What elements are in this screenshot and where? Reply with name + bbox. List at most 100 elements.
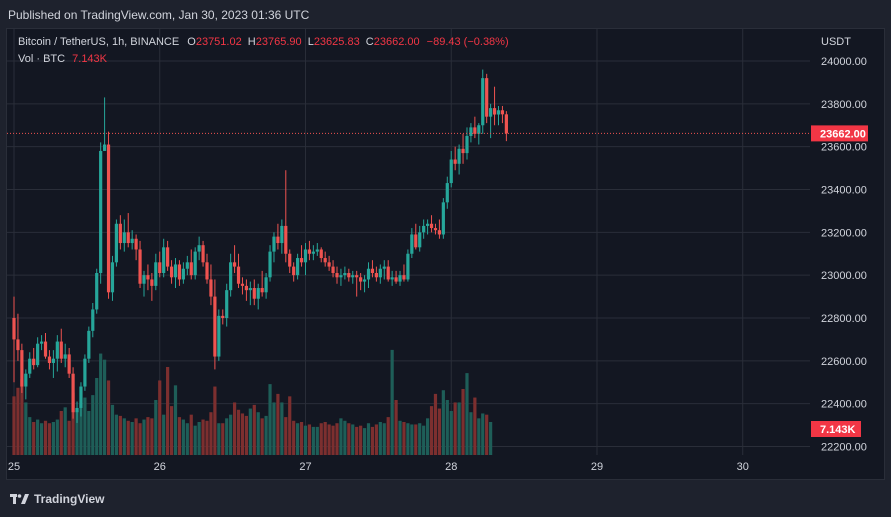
volume-bar [256, 412, 260, 455]
volume-bar [402, 422, 406, 455]
candle-body [142, 275, 146, 284]
volume-bar [87, 411, 91, 455]
candle-body [102, 144, 107, 151]
candle-body [504, 114, 508, 134]
candle-body [489, 108, 493, 117]
candle-body [197, 245, 201, 252]
volume-bar [366, 423, 371, 455]
footer-brand-text: TradingView [34, 492, 105, 506]
volume-bar [406, 423, 410, 455]
volume-bar [244, 415, 249, 455]
candle-body [173, 264, 178, 278]
candle-body [59, 341, 63, 359]
candle-body [303, 249, 308, 263]
y-tick-label: 22600.00 [821, 356, 867, 368]
footer-brand[interactable]: TradingView [10, 491, 104, 507]
volume-bar [335, 423, 339, 455]
volume-bar [473, 397, 477, 455]
volume-bar [355, 426, 359, 455]
candle-body [465, 135, 469, 154]
volume-bar [465, 373, 469, 455]
candle-body [433, 228, 438, 231]
volume-bar [67, 420, 71, 455]
y-tick-label: 23600.00 [821, 142, 867, 154]
candle-body [406, 253, 410, 280]
candle-body [16, 339, 20, 351]
candle-body [217, 315, 221, 357]
volume-bar [20, 379, 24, 455]
candle-body [366, 268, 371, 280]
candle-body [95, 273, 99, 310]
volume-bar [461, 389, 465, 455]
volume-bar [477, 418, 481, 455]
candle-body [496, 110, 501, 115]
symbol-legend[interactable]: Bitcoin / TetherUS, 1h, BINANCE O23751.0… [18, 36, 509, 48]
volume-bar [437, 408, 442, 455]
candle-body [335, 273, 339, 278]
volume-bar [213, 386, 217, 455]
volume-bar [205, 420, 209, 455]
candle-body [209, 279, 213, 297]
volume-bar [252, 404, 256, 455]
candle-body [169, 266, 174, 278]
candle-body [75, 407, 79, 413]
volume-legend[interactable]: Vol · BTC 7.143K [18, 53, 107, 65]
candle-body [236, 266, 241, 284]
volume-bar [114, 414, 119, 455]
candle-body [343, 273, 347, 276]
candle-body [162, 247, 166, 274]
volume-bar [12, 396, 16, 455]
volume-bar [146, 417, 150, 455]
low-value: 23625.83 [313, 36, 360, 48]
candle-body [154, 262, 158, 286]
volume-bar [445, 400, 449, 455]
candle-body [296, 258, 300, 276]
candle-body [500, 110, 505, 115]
volume-bar [225, 418, 229, 455]
candle-body [339, 275, 343, 278]
candle-body [351, 275, 355, 278]
volume-bar [311, 426, 315, 455]
volume-bar [91, 395, 95, 455]
candle-body [477, 125, 481, 134]
candle-body [469, 127, 473, 136]
candle-body [138, 249, 142, 284]
candle-body [32, 358, 36, 366]
candle-body [382, 266, 386, 269]
candle-body [264, 277, 268, 293]
candle-body [402, 275, 406, 280]
candle-body [319, 249, 323, 259]
volume-bar [453, 402, 457, 455]
volume-bar [102, 359, 107, 455]
volume-bar [189, 414, 193, 455]
candle-body [260, 288, 264, 293]
candle-body [244, 285, 249, 291]
volume-bar [414, 424, 418, 455]
candle-body [67, 354, 71, 374]
volume-bar [469, 412, 473, 455]
volume-bar [51, 422, 55, 455]
candle-body [268, 251, 272, 278]
volume-bar [449, 411, 453, 455]
volume-bar [359, 425, 363, 455]
volume-bar [47, 423, 52, 455]
candle-body [166, 247, 170, 267]
y-tick-label: 22400.00 [821, 399, 867, 411]
candle-body [453, 159, 457, 164]
candle-body [374, 273, 378, 278]
volume-bar [118, 415, 122, 455]
volume-bar [79, 403, 83, 455]
candle-body [347, 273, 351, 278]
volume-bar [260, 418, 264, 455]
candle-body [39, 341, 44, 344]
candle-body [118, 223, 122, 244]
volume-bar [193, 425, 197, 455]
volume-bar [296, 423, 300, 455]
candle-body [414, 234, 418, 248]
candle-body [106, 144, 111, 293]
volume-bar [323, 422, 327, 455]
candle-body [146, 275, 150, 280]
high-value: 23765.90 [255, 36, 302, 48]
volume-bar [292, 420, 296, 455]
